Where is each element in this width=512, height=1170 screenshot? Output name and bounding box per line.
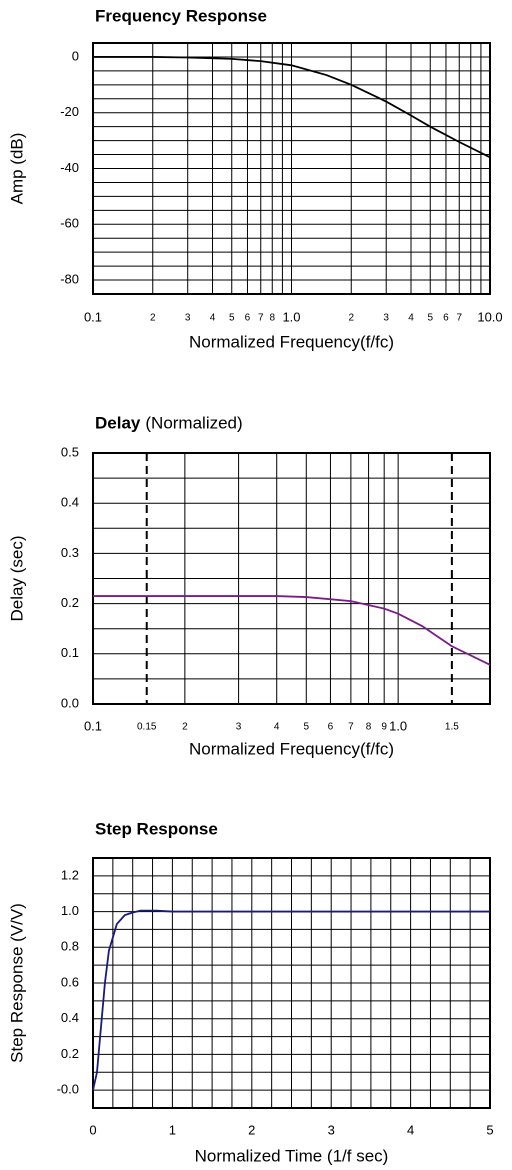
y-tick-label: -20 — [60, 104, 79, 119]
plot-frame — [92, 857, 491, 1109]
chart-title: Frequency Response — [95, 6, 267, 25]
y-tick-label: 0.2 — [61, 595, 79, 610]
y-tick-label: 1.2 — [61, 867, 79, 882]
curve — [93, 56, 491, 159]
x-tick-label: 7 — [258, 313, 264, 324]
x-tick-label: 1 — [169, 1122, 176, 1137]
chart-title: Step Response — [95, 819, 218, 838]
x-tick-label: 8 — [366, 722, 372, 733]
x-tick-label: 2 — [348, 313, 354, 324]
x-tick-label: 5 — [427, 313, 433, 324]
x-tick-label: 6 — [443, 313, 449, 324]
y-tick-label: 0.0 — [61, 695, 79, 710]
x-tick-label: 4 — [408, 313, 414, 324]
x-tick-label: 6 — [245, 313, 251, 324]
x-tick-label: 5 — [486, 1122, 493, 1137]
x-tick-label: 3 — [328, 1122, 335, 1137]
x-tick-label: 6 — [328, 722, 334, 733]
x-tick-label: 5 — [229, 313, 235, 324]
chart-title: Delay — [95, 413, 141, 432]
x-tick-label: 0.1 — [84, 718, 102, 733]
plot-frame — [92, 452, 491, 705]
x-axis-label: Normalized Frequency(f/fc) — [189, 739, 394, 758]
x-tick-label: 1.5 — [445, 722, 459, 733]
x-tick-label: 10.0 — [477, 309, 502, 324]
y-tick-label: 0.5 — [61, 444, 79, 459]
y-tick-label: -60 — [60, 216, 79, 231]
chart-subtitle: (Normalized) — [145, 413, 242, 432]
y-tick-label: 1.0 — [61, 903, 79, 918]
x-tick-label: 0.1 — [84, 309, 102, 324]
y-tick-label: 0.4 — [61, 1010, 79, 1025]
plot-frame — [92, 42, 491, 295]
y-tick-label: -0.0 — [57, 1082, 79, 1097]
x-tick-label: 0.15 — [137, 722, 157, 733]
y-tick-label: -40 — [60, 160, 79, 175]
y-tick-label: -80 — [60, 271, 79, 286]
y-axis-label: Step Response (V/V) — [7, 903, 26, 1063]
x-tick-label: 3 — [185, 313, 191, 324]
y-tick-label: 0.6 — [61, 974, 79, 989]
x-tick-label: 8 — [269, 313, 275, 324]
y-axis-label: Delay (sec) — [7, 536, 26, 622]
x-tick-label: 5 — [304, 722, 310, 733]
x-tick-label: 1.0 — [389, 718, 407, 733]
x-tick-label: 0 — [89, 1122, 96, 1137]
x-tick-label: 2 — [150, 313, 156, 324]
x-tick-label: 7 — [348, 722, 354, 733]
x-tick-label: 9 — [381, 722, 387, 733]
x-tick-label: 1.0 — [282, 309, 300, 324]
x-axis-label: Normalized Time (1/f sec) — [195, 1146, 389, 1165]
y-tick-label: 0.4 — [61, 495, 79, 510]
x-tick-label: 2 — [248, 1122, 255, 1137]
y-tick-label: 0 — [72, 48, 79, 63]
y-tick-label: 0.3 — [61, 545, 79, 560]
x-axis-label: Normalized Frequency(f/fc) — [189, 332, 394, 351]
x-tick-label: 2 — [182, 722, 188, 733]
y-axis-label: Amp (dB) — [7, 133, 26, 205]
x-tick-label: 4 — [407, 1122, 414, 1137]
x-tick-label: 4 — [274, 722, 280, 733]
y-tick-label: 0.8 — [61, 939, 79, 954]
y-tick-label: 0.2 — [61, 1046, 79, 1061]
curve — [92, 909, 490, 1091]
y-tick-label: 0.1 — [61, 645, 79, 660]
x-tick-label: 4 — [210, 313, 216, 324]
x-tick-label: 3 — [383, 313, 389, 324]
curve — [93, 595, 491, 666]
x-tick-label: 3 — [236, 722, 242, 733]
x-tick-label: 7 — [456, 313, 462, 324]
